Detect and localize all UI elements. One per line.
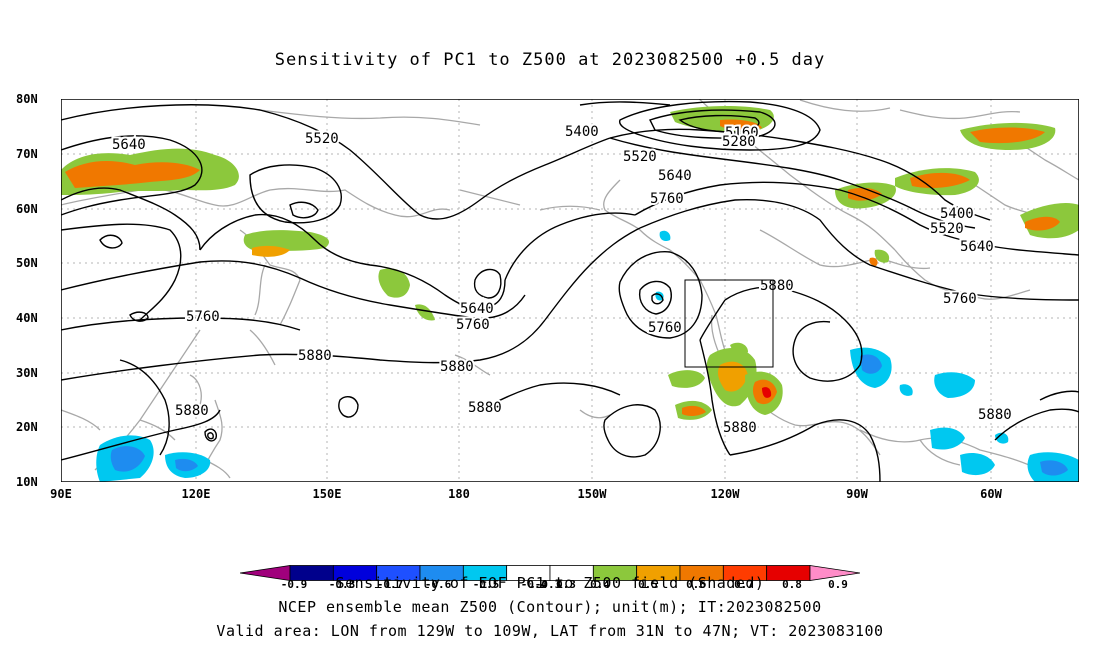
lat-label-50n: 50N <box>16 256 38 270</box>
colorbar-tick: -0.9 <box>280 578 308 591</box>
lon-label-150w: 150W <box>577 487 607 501</box>
z500-contours <box>61 100 1079 482</box>
lon-label-120e: 120E <box>181 487 211 501</box>
map-panel: 5640 5520 5400 5160 5280 5520 5640 5760 … <box>61 99 1079 482</box>
caption-shaded: Sensitivity of EOF PC1 to Z500 field (Sh… <box>335 574 765 592</box>
contour-label: 5880 <box>760 278 794 294</box>
caption-contour: NCEP ensemble mean Z500 (Contour); unit(… <box>278 598 822 616</box>
colorbar-tick: 0.9 <box>828 578 848 591</box>
contour-label: 5400 <box>565 124 599 140</box>
colorbar-boxes <box>240 565 860 581</box>
colorbar-swatch <box>809 565 860 581</box>
contour-label: 5640 <box>460 301 494 317</box>
contour-label: 5760 <box>186 309 220 325</box>
colorbar-tick: 0.3 <box>556 578 576 591</box>
colorbar-tick: -0.4 <box>520 578 548 591</box>
contour-label: 5880 <box>175 403 209 419</box>
contour-label: 5760 <box>650 191 684 207</box>
contour-label: 5880 <box>723 420 757 436</box>
lat-label-40n: 40N <box>16 311 38 325</box>
lon-label-120w: 120W <box>710 487 740 501</box>
contour-label: 5760 <box>648 320 682 336</box>
lat-label-80n: 80N <box>16 92 38 106</box>
lon-label-180: 180 <box>448 487 470 501</box>
valid-area-box <box>684 279 774 368</box>
colorbar-tick: 0.5 <box>638 578 658 591</box>
lat-label-30n: 30N <box>16 366 38 380</box>
colorbar-tick: -0.3 <box>534 578 562 591</box>
colorbar-tick: -0.6 <box>424 578 452 591</box>
lon-label-150e: 150E <box>312 487 342 501</box>
positive-shading <box>61 106 1079 420</box>
contour-label: 5880 <box>440 359 474 375</box>
colorbar-tick: -0.5 <box>472 578 500 591</box>
lon-label-90e: 90E <box>50 487 72 501</box>
colorbar-tick: 0.8 <box>782 578 802 591</box>
contour-label: 5880 <box>298 348 332 364</box>
contour-label: 5760 <box>943 291 977 307</box>
caption-valid-area: Valid area: LON from 129W to 109W, LAT f… <box>216 622 884 640</box>
contour-label: 5520 <box>623 149 657 165</box>
contour-label: 5880 <box>468 400 502 416</box>
colorbar-tick: 0.7 <box>734 578 754 591</box>
negative-shading <box>96 230 1079 482</box>
lon-label-60w: 60W <box>980 487 1002 501</box>
contour-label: 5640 <box>658 168 692 184</box>
lon-label-90w: 90W <box>846 487 868 501</box>
colorbar-tick: -0.7 <box>376 578 404 591</box>
chart-title: Sensitivity of PC1 to Z500 at 2023082500… <box>274 50 826 70</box>
colorbar-tick: 0.6 <box>686 578 706 591</box>
contour-label: 5640 <box>112 137 146 153</box>
lat-label-20n: 20N <box>16 420 38 434</box>
sensitivity-shading <box>61 106 1079 482</box>
contour-label: 5640 <box>960 239 994 255</box>
contour-label: 5760 <box>456 317 490 333</box>
lat-label-60n: 60N <box>16 202 38 216</box>
contour-label: 5520 <box>305 131 339 147</box>
contour-labels: 5640 5520 5400 5160 5280 5520 5640 5760 … <box>110 122 1014 438</box>
contour-label: 5400 <box>940 206 974 222</box>
colorbar-tick: 0.4 <box>590 578 610 591</box>
colorbar-tick: -0.8 <box>328 578 356 591</box>
contour-label: 5880 <box>978 407 1012 423</box>
lat-label-10n: 10N <box>16 475 38 489</box>
contour-label: 5160 <box>725 125 759 141</box>
contour-label: 5520 <box>930 221 964 237</box>
colorbar <box>240 565 860 581</box>
lat-label-70n: 70N <box>16 147 38 161</box>
contour-label: 5280 <box>722 134 756 150</box>
